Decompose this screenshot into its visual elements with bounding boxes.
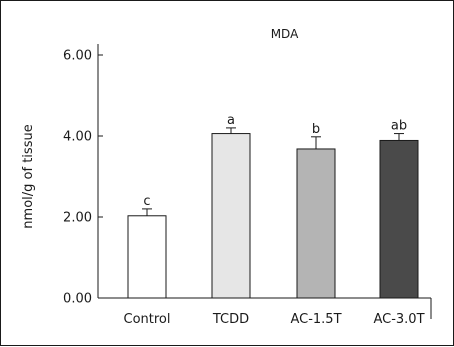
bar-control bbox=[127, 215, 167, 299]
labels: c Control a TCDD b AC-1.5T ab AC-3.0T bbox=[124, 113, 425, 327]
y-tick-label: 2.00 bbox=[63, 211, 92, 226]
y-tick-label: 6.00 bbox=[63, 49, 92, 64]
significance-label: b bbox=[312, 122, 320, 137]
significance-label: a bbox=[227, 113, 235, 128]
significance-label: c bbox=[143, 194, 150, 209]
x-tick-label: Control bbox=[124, 312, 171, 327]
y-tick-label: 0.00 bbox=[63, 292, 92, 307]
x-tick-label: TCDD bbox=[212, 312, 249, 327]
bar-ac-3-0t bbox=[379, 139, 419, 299]
y-axis-title: nmol/g of tissue bbox=[21, 124, 36, 228]
chart-title: MDA bbox=[271, 27, 299, 41]
x-tick-label: AC-1.5T bbox=[290, 312, 341, 327]
x-tick-label: AC-3.0T bbox=[373, 312, 424, 327]
y-tick-label: 4.00 bbox=[63, 130, 92, 145]
bar-tcdd bbox=[211, 133, 251, 299]
significance-label: ab bbox=[391, 119, 407, 134]
bars bbox=[127, 127, 419, 299]
bar-ac-1-5t bbox=[296, 148, 336, 299]
y-ticks: 0.00 2.00 4.00 6.00 bbox=[63, 49, 103, 307]
